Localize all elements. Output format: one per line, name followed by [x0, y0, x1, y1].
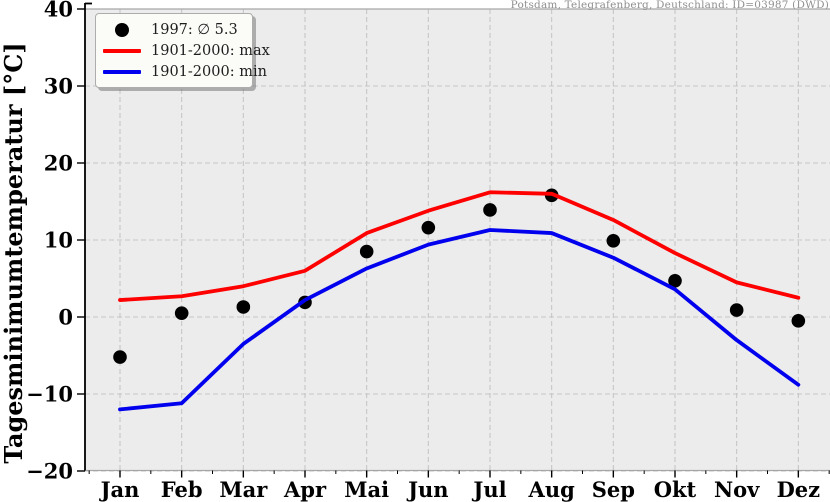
x-tick-label-mar: Mar	[219, 477, 268, 502]
x-tick-label-nov: Nov	[714, 477, 760, 502]
data-point-okt	[668, 274, 682, 288]
station-title: Potsdam, Telegrafenberg, Deutschland: ID…	[510, 0, 829, 11]
x-tick-label-dez: Dez	[777, 477, 821, 502]
x-tick-label-jan: Jan	[99, 477, 140, 502]
data-point-jun	[421, 220, 436, 235]
x-tick-label-sep: Sep	[592, 477, 635, 502]
x-tick-label-apr: Apr	[283, 477, 327, 502]
min-line	[118, 228, 801, 412]
max-line-swatch	[103, 48, 141, 53]
data-point-jul	[483, 203, 497, 217]
x-tick-label-jun: Jun	[406, 477, 448, 502]
legend-label: 1997: ∅ 5.3	[151, 21, 238, 38]
legend-box: 1997: ∅ 5.3 1901-2000: max 1901-2000: mi…	[95, 13, 270, 88]
line-marker-icon	[102, 48, 142, 53]
data-point-feb	[174, 306, 189, 320]
max-line	[118, 190, 801, 302]
data-point-jan	[113, 350, 127, 364]
data-point-mar	[236, 300, 251, 314]
y-tick-label-0: 0	[58, 305, 73, 330]
y-tick-label-10: 10	[44, 228, 73, 253]
data-point-sep	[606, 233, 621, 248]
y-tick-label-30: 30	[44, 74, 73, 99]
y-tick-label--20: −20	[26, 459, 73, 484]
legend-label: 1901-2000: max	[151, 42, 270, 59]
y-tick-label-20: 20	[44, 151, 73, 176]
data-point-nov	[729, 303, 744, 317]
legend-item-min: 1901-2000: min	[102, 61, 267, 82]
y-tick-label--10: −10	[26, 382, 73, 407]
x-tick-label-jul: Jul	[471, 477, 506, 502]
x-tick-label-aug: Aug	[528, 477, 576, 502]
y-tick-label-40: 40	[44, 0, 73, 22]
x-tick-label-mai: Mai	[344, 477, 389, 502]
x-tick-label-okt: Okt	[654, 477, 697, 502]
min-line-swatch	[103, 69, 141, 74]
legend-item-max: 1901-2000: max	[102, 40, 270, 61]
data-point-mai	[359, 244, 374, 259]
data-point-dez	[791, 314, 806, 328]
scatter-dot-swatch	[115, 22, 129, 37]
line-marker-icon	[102, 69, 142, 74]
y-axis-label: Tagesminimumtemperatur [°C]	[0, 42, 28, 464]
dot-marker-icon	[102, 22, 142, 37]
x-tick-label-feb: Feb	[161, 477, 203, 502]
legend-item-1997: 1997: ∅ 5.3	[102, 19, 244, 40]
legend-label: 1901-2000: min	[151, 63, 267, 80]
